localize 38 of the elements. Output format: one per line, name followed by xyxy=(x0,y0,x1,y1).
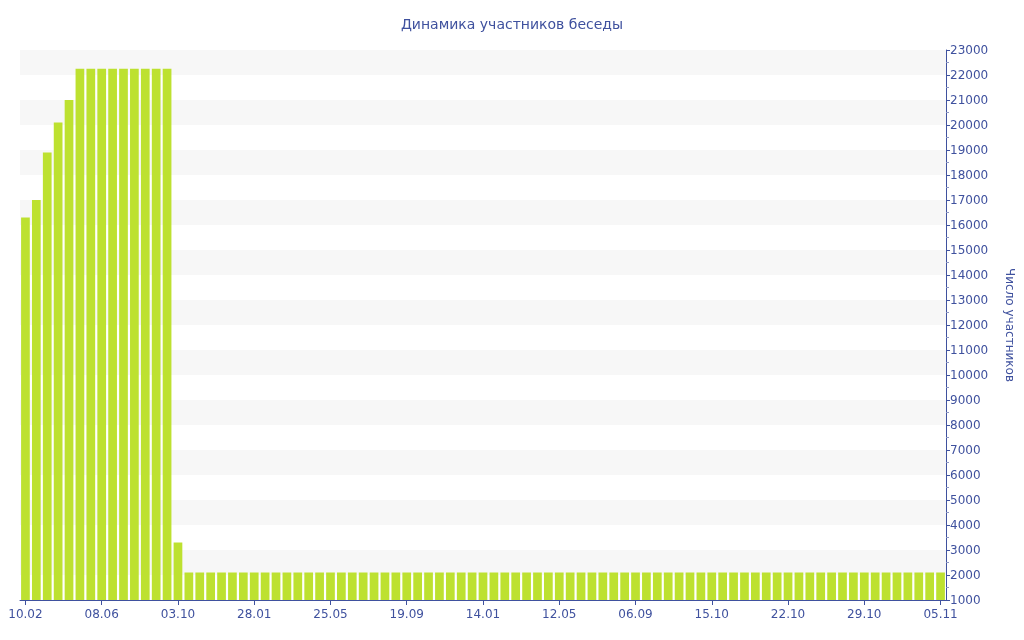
y-tick-label: 10000 xyxy=(950,368,989,382)
x-tick-label: 10.02 xyxy=(8,607,43,621)
y-tick-label: 5000 xyxy=(950,493,981,507)
x-tick-label: 19.09 xyxy=(389,607,424,621)
x-tick-label: 05.11 xyxy=(923,607,958,621)
y-tick-label: 22000 xyxy=(950,68,989,82)
x-tick-label: 12.05 xyxy=(542,607,577,621)
y-tick-label: 17000 xyxy=(950,193,989,207)
chart-title: Динамика участников беседы xyxy=(400,16,624,32)
y-tick-label: 20000 xyxy=(950,118,989,132)
y-tick-label: 19000 xyxy=(950,143,989,157)
x-tick-label: 25.05 xyxy=(313,607,348,621)
y-axis-title: Число участников xyxy=(1003,268,1017,382)
y-tick-label: 23000 xyxy=(950,43,989,57)
x-tick-label: 03.10 xyxy=(160,607,196,621)
x-tick-label: 14.01 xyxy=(465,607,501,621)
y-tick-label: 14000 xyxy=(950,268,989,282)
x-tick-label: 08.06 xyxy=(84,607,119,621)
x-tick-label: 29.10 xyxy=(847,607,882,621)
y-tick-label: 12000 xyxy=(950,318,989,332)
y-tick-label: 18000 xyxy=(950,168,989,182)
y-tick-label: 4000 xyxy=(950,518,981,532)
y-tick-label: 21000 xyxy=(950,93,989,107)
y-tick-label: 3000 xyxy=(950,543,981,557)
y-tick-label: 7000 xyxy=(950,443,981,457)
x-tick-label: 28.01 xyxy=(237,607,272,621)
y-tick-label: 2000 xyxy=(950,568,981,582)
x-tick-label: 15.10 xyxy=(694,607,729,621)
y-tick-label: 11000 xyxy=(950,343,989,357)
y-tick-label: 1000 xyxy=(950,593,981,607)
y-tick-label: 13000 xyxy=(950,293,989,307)
y-tick-label: 15000 xyxy=(950,243,989,257)
y-tick-label: 8000 xyxy=(950,418,981,432)
y-tick-label: 16000 xyxy=(950,218,989,232)
y-tick-label: 9000 xyxy=(950,393,981,407)
x-tick-label: 06.09 xyxy=(618,607,653,621)
x-tick-label: 22.10 xyxy=(770,607,806,621)
y-tick-label: 6000 xyxy=(950,468,981,482)
